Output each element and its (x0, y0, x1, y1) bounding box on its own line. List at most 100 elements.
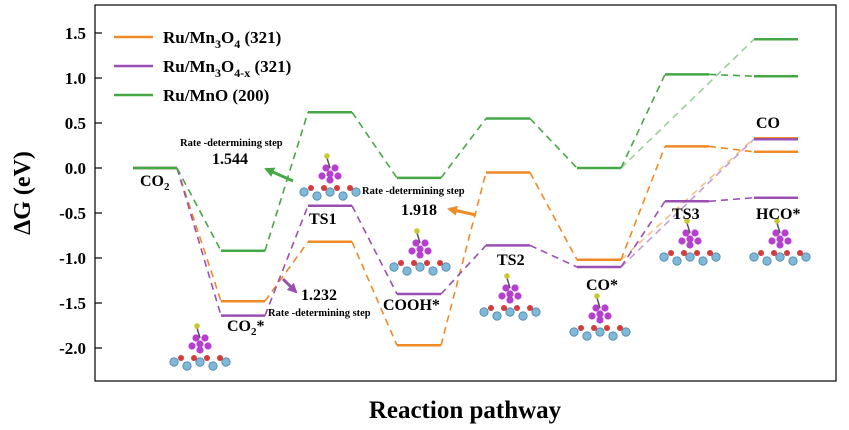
connector-2-7 (708, 73, 755, 77)
atom-mn-1-4 (351, 187, 361, 197)
y-axis-ticks: 1.5 1.0 0.5 0.0 -0.5 -1.0 -1.5 -2.0 (59, 24, 102, 358)
bond-0 (196, 327, 201, 339)
structure-6 (749, 218, 811, 266)
atom-o-1-2 (334, 185, 340, 191)
atom-mn-0-3 (208, 361, 218, 371)
atom-ru-4-0 (596, 316, 604, 324)
atom-mn-6-0 (749, 252, 759, 262)
atom-ru-5-1 (678, 237, 686, 245)
atom-o-0-0 (178, 355, 184, 361)
rds-label-purple: Rate -determining step (268, 308, 371, 319)
atom-o-6-2 (784, 250, 790, 256)
connector-1-3 (351, 205, 398, 295)
bond-5 (686, 222, 691, 234)
rds-annotation-purple: 1.232 Rate -determining step (268, 277, 371, 319)
atom-ru-1-5 (326, 170, 334, 178)
adsorbate-structures (169, 153, 811, 371)
legend-label-mn3o4x: Ru/Mn3O4-x (321) (163, 57, 291, 80)
connector-2-4 (440, 118, 487, 179)
structure-1 (299, 153, 361, 201)
atom-ru-1-0 (326, 176, 334, 184)
atom-adsorbate-2 (414, 228, 420, 234)
atom-o-3-1 (501, 305, 507, 311)
bond-2 (416, 232, 421, 244)
atom-o-3-2 (514, 305, 520, 311)
legend: Ru/Mn3O4 (321) Ru/Mn3O4-x (321) Ru/MnO (… (114, 28, 291, 105)
atom-o-3-3 (527, 305, 533, 311)
atom-o-1-3 (347, 185, 353, 191)
rds-value-purple: 1.232 (301, 287, 337, 304)
atom-o-2-3 (437, 260, 443, 266)
series-1 (133, 137, 798, 317)
connector-0-4 (440, 172, 487, 346)
atom-mn-6-4 (801, 252, 811, 262)
atom-o-4-2 (604, 325, 610, 331)
bond-3 (506, 277, 511, 289)
atom-mn-6-2 (775, 252, 785, 262)
atom-ru-1-2 (334, 172, 342, 180)
atom-mn-5-0 (659, 252, 669, 262)
atom-adsorbate-4 (594, 293, 600, 299)
atom-mn-3-2 (505, 307, 515, 317)
atom-ru-5-3 (682, 229, 690, 237)
energy-levels (133, 38, 798, 347)
branch-connector-0 (620, 137, 755, 261)
rds-value-orange: 1.918 (401, 202, 437, 219)
rds-label-green: Rate -determining step (180, 138, 283, 149)
y-axis-label: ΔG (eV) (10, 151, 36, 235)
atom-ru-1-1 (318, 172, 326, 180)
connector-2-6 (620, 74, 666, 169)
atom-mn-3-1 (492, 311, 502, 321)
label-cooh: COOH* (383, 297, 440, 314)
atom-ru-0-5 (196, 340, 204, 348)
atom-ru-2-5 (416, 245, 424, 253)
atom-mn-6-3 (788, 256, 798, 266)
atom-ru-6-1 (768, 237, 776, 245)
y-tick-label-5: -1.0 (59, 249, 86, 268)
atom-ru-3-0 (506, 296, 514, 304)
atom-ru-4-4 (601, 304, 609, 312)
atom-mn-1-1 (312, 191, 322, 201)
atom-o-6-3 (797, 250, 803, 256)
atom-ru-0-3 (192, 334, 200, 342)
connector-2-3 (351, 111, 398, 179)
atom-ru-3-5 (506, 290, 514, 298)
atom-mn-4-4 (621, 327, 631, 337)
atom-mn-0-4 (221, 357, 231, 367)
label-co2-ads: CO2* (227, 318, 265, 338)
structure-3 (479, 273, 541, 321)
connector-1-6 (620, 200, 666, 268)
connector-2-5 (529, 117, 578, 169)
atom-ru-3-2 (514, 292, 522, 300)
atom-o-1-1 (321, 185, 327, 191)
y-tick-label-7: -2.0 (59, 339, 86, 358)
atom-ru-2-1 (408, 247, 416, 255)
atom-mn-4-3 (608, 331, 618, 341)
plot-frame (94, 4, 837, 382)
label-ts2: TS2 (497, 252, 525, 269)
x-axis-label: Reaction pathway (369, 397, 562, 424)
atom-ru-6-4 (781, 229, 789, 237)
label-co-ads: CO* (586, 277, 618, 294)
label-ts3: TS3 (672, 206, 700, 223)
atom-ru-0-0 (196, 346, 204, 354)
legend-label-mno: Ru/MnO (200) (163, 86, 269, 105)
atom-o-5-2 (694, 250, 700, 256)
y-tick-label-0: 1.5 (65, 24, 86, 43)
label-hco: HCO* (756, 206, 800, 223)
rds-annotation-green: Rate -determining step 1.544 (180, 138, 294, 183)
y-tick-label-4: -0.5 (59, 204, 86, 223)
atom-mn-5-2 (685, 252, 695, 262)
atom-mn-1-3 (338, 191, 348, 201)
connector-0-6 (620, 146, 666, 261)
atom-ru-4-1 (588, 312, 596, 320)
atom-mn-2-2 (415, 262, 425, 272)
atom-o-6-1 (771, 250, 777, 256)
connector-0-2 (264, 241, 309, 302)
connector-2-2 (264, 111, 309, 252)
y-tick-label-1: 1.0 (65, 69, 86, 88)
atom-ru-4-5 (596, 310, 604, 318)
atom-adsorbate-6 (774, 218, 780, 224)
atom-mn-2-0 (389, 262, 399, 272)
atom-mn-2-1 (402, 266, 412, 276)
